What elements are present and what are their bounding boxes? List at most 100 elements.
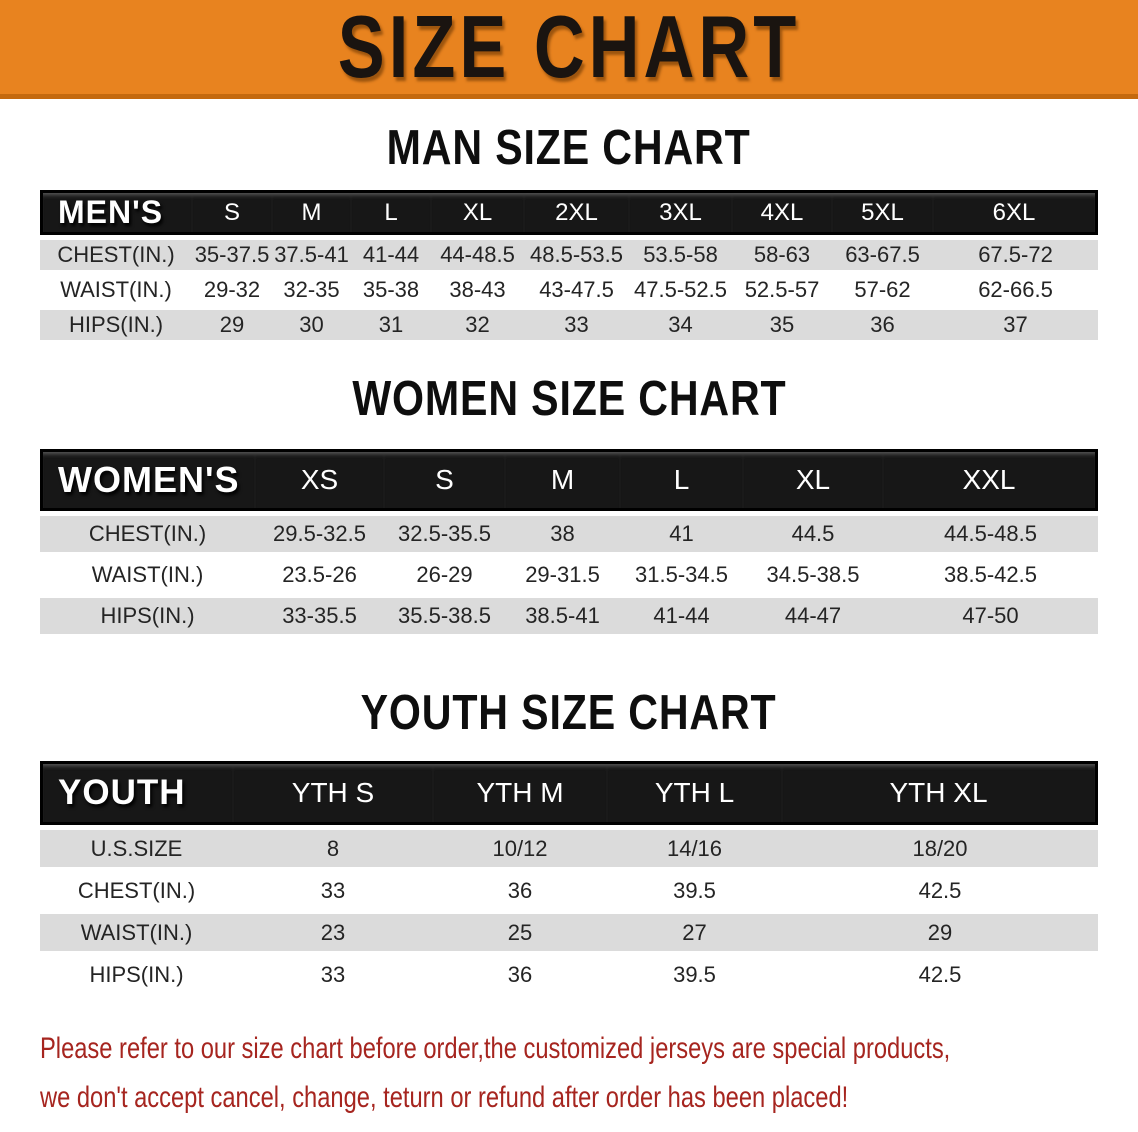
size-value: 26-29 <box>384 557 505 593</box>
man-section-heading: MAN SIZE CHART <box>0 121 1138 175</box>
youth-col-header: YTH M <box>433 761 607 825</box>
youth-col-header: YTH S <box>233 761 433 825</box>
size-value: 14/16 <box>607 830 782 867</box>
women-col-header: S <box>384 449 505 511</box>
size-value: 38-43 <box>431 275 524 305</box>
row-label: WAIST(IN.) <box>40 557 255 593</box>
youth-waist-row: WAIST(IN.) 23 25 27 29 <box>40 914 1098 951</box>
men-header-row: MEN'S S M L XL 2XL 3XL 4XL 5XL 6XL <box>40 190 1098 235</box>
size-value: 29-31.5 <box>505 557 620 593</box>
size-chart-banner: SIZE CHART <box>0 0 1138 99</box>
men-col-header: 5XL <box>832 190 933 235</box>
size-value: 18/20 <box>782 830 1098 867</box>
youth-ussize-row: U.S.SIZE 8 10/12 14/16 18/20 <box>40 830 1098 867</box>
women-header-row: WOMEN'S XS S M L XL XXL <box>40 449 1098 511</box>
size-value: 42.5 <box>782 872 1098 909</box>
men-col-header: 4XL <box>732 190 832 235</box>
women-waist-row: WAIST(IN.) 23.5-26 26-29 29-31.5 31.5-34… <box>40 557 1098 593</box>
size-value: 36 <box>433 872 607 909</box>
size-value: 41 <box>620 516 743 552</box>
size-value: 41-44 <box>351 240 431 270</box>
size-value: 57-62 <box>832 275 933 305</box>
row-label: CHEST(IN.) <box>40 240 192 270</box>
man-heading-text: MAN SIZE CHART <box>387 121 751 175</box>
men-col-header: 2XL <box>524 190 629 235</box>
men-chest-row: CHEST(IN.) 35-37.5 37.5-41 41-44 44-48.5… <box>40 240 1098 270</box>
size-value: 62-66.5 <box>933 275 1098 305</box>
size-value: 44-47 <box>743 598 883 634</box>
size-value: 25 <box>433 914 607 951</box>
size-value: 30 <box>272 310 351 340</box>
men-size-table: MEN'S S M L XL 2XL 3XL 4XL 5XL 6XL CHEST… <box>40 185 1098 345</box>
youth-col-header: YTH XL <box>782 761 1098 825</box>
size-value: 38.5-42.5 <box>883 557 1098 593</box>
youth-corner-label: YOUTH <box>40 761 233 825</box>
size-value: 34.5-38.5 <box>743 557 883 593</box>
women-size-table: WOMEN'S XS S M L XL XXL CHEST(IN.) 29.5-… <box>40 444 1098 639</box>
size-value: 35-37.5 <box>192 240 272 270</box>
size-value: 32-35 <box>272 275 351 305</box>
women-col-header: XXL <box>883 449 1098 511</box>
size-value: 39.5 <box>607 956 782 993</box>
youth-col-header: YTH L <box>607 761 782 825</box>
disclaimer-text: Please refer to our size chart before or… <box>40 1024 950 1122</box>
row-label: WAIST(IN.) <box>40 275 192 305</box>
size-value: 8 <box>233 830 433 867</box>
size-value: 23.5-26 <box>255 557 384 593</box>
size-value: 37 <box>933 310 1098 340</box>
size-value: 35 <box>732 310 832 340</box>
size-value: 37.5-41 <box>272 240 351 270</box>
size-value: 38.5-41 <box>505 598 620 634</box>
size-value: 42.5 <box>782 956 1098 993</box>
youth-section-heading: YOUTH SIZE CHART <box>0 686 1138 740</box>
women-section-heading: WOMEN SIZE CHART <box>0 372 1138 426</box>
size-value: 36 <box>832 310 933 340</box>
women-hips-row: HIPS(IN.) 33-35.5 35.5-38.5 38.5-41 41-4… <box>40 598 1098 634</box>
size-value: 29 <box>192 310 272 340</box>
men-col-header: XL <box>431 190 524 235</box>
size-value: 43-47.5 <box>524 275 629 305</box>
row-label: CHEST(IN.) <box>40 516 255 552</box>
size-value: 35-38 <box>351 275 431 305</box>
size-value: 32.5-35.5 <box>384 516 505 552</box>
youth-hips-row: HIPS(IN.) 33 36 39.5 42.5 <box>40 956 1098 993</box>
size-value: 39.5 <box>607 872 782 909</box>
row-label: HIPS(IN.) <box>40 598 255 634</box>
size-value: 36 <box>433 956 607 993</box>
women-col-header: L <box>620 449 743 511</box>
size-value: 34 <box>629 310 732 340</box>
row-label: U.S.SIZE <box>40 830 233 867</box>
size-value: 33 <box>233 872 433 909</box>
size-value: 41-44 <box>620 598 743 634</box>
men-waist-row: WAIST(IN.) 29-32 32-35 35-38 38-43 43-47… <box>40 275 1098 305</box>
row-label: WAIST(IN.) <box>40 914 233 951</box>
men-col-header: L <box>351 190 431 235</box>
women-heading-text: WOMEN SIZE CHART <box>351 372 787 426</box>
women-col-header: M <box>505 449 620 511</box>
size-value: 33 <box>233 956 433 993</box>
size-value: 29 <box>782 914 1098 951</box>
size-value: 38 <box>505 516 620 552</box>
size-value: 31.5-34.5 <box>620 557 743 593</box>
youth-chest-row: CHEST(IN.) 33 36 39.5 42.5 <box>40 872 1098 909</box>
women-col-header: XL <box>743 449 883 511</box>
size-value: 48.5-53.5 <box>524 240 629 270</box>
men-hips-row: HIPS(IN.) 29 30 31 32 33 34 35 36 37 <box>40 310 1098 340</box>
youth-heading-text: YOUTH SIZE CHART <box>361 686 777 740</box>
women-chest-row: CHEST(IN.) 29.5-32.5 32.5-35.5 38 41 44.… <box>40 516 1098 552</box>
row-label: HIPS(IN.) <box>40 310 192 340</box>
size-value: 67.5-72 <box>933 240 1098 270</box>
size-value: 29-32 <box>192 275 272 305</box>
size-value: 53.5-58 <box>629 240 732 270</box>
size-value: 44-48.5 <box>431 240 524 270</box>
women-corner-label: WOMEN'S <box>40 449 255 511</box>
size-value: 47.5-52.5 <box>629 275 732 305</box>
size-value: 33-35.5 <box>255 598 384 634</box>
size-value: 31 <box>351 310 431 340</box>
youth-header-row: YOUTH YTH S YTH M YTH L YTH XL <box>40 761 1098 825</box>
disclaimer-line-2: we don't accept cancel, change, teturn o… <box>40 1081 849 1114</box>
size-value: 29.5-32.5 <box>255 516 384 552</box>
size-value: 44.5-48.5 <box>883 516 1098 552</box>
size-value: 27 <box>607 914 782 951</box>
men-col-header: S <box>192 190 272 235</box>
